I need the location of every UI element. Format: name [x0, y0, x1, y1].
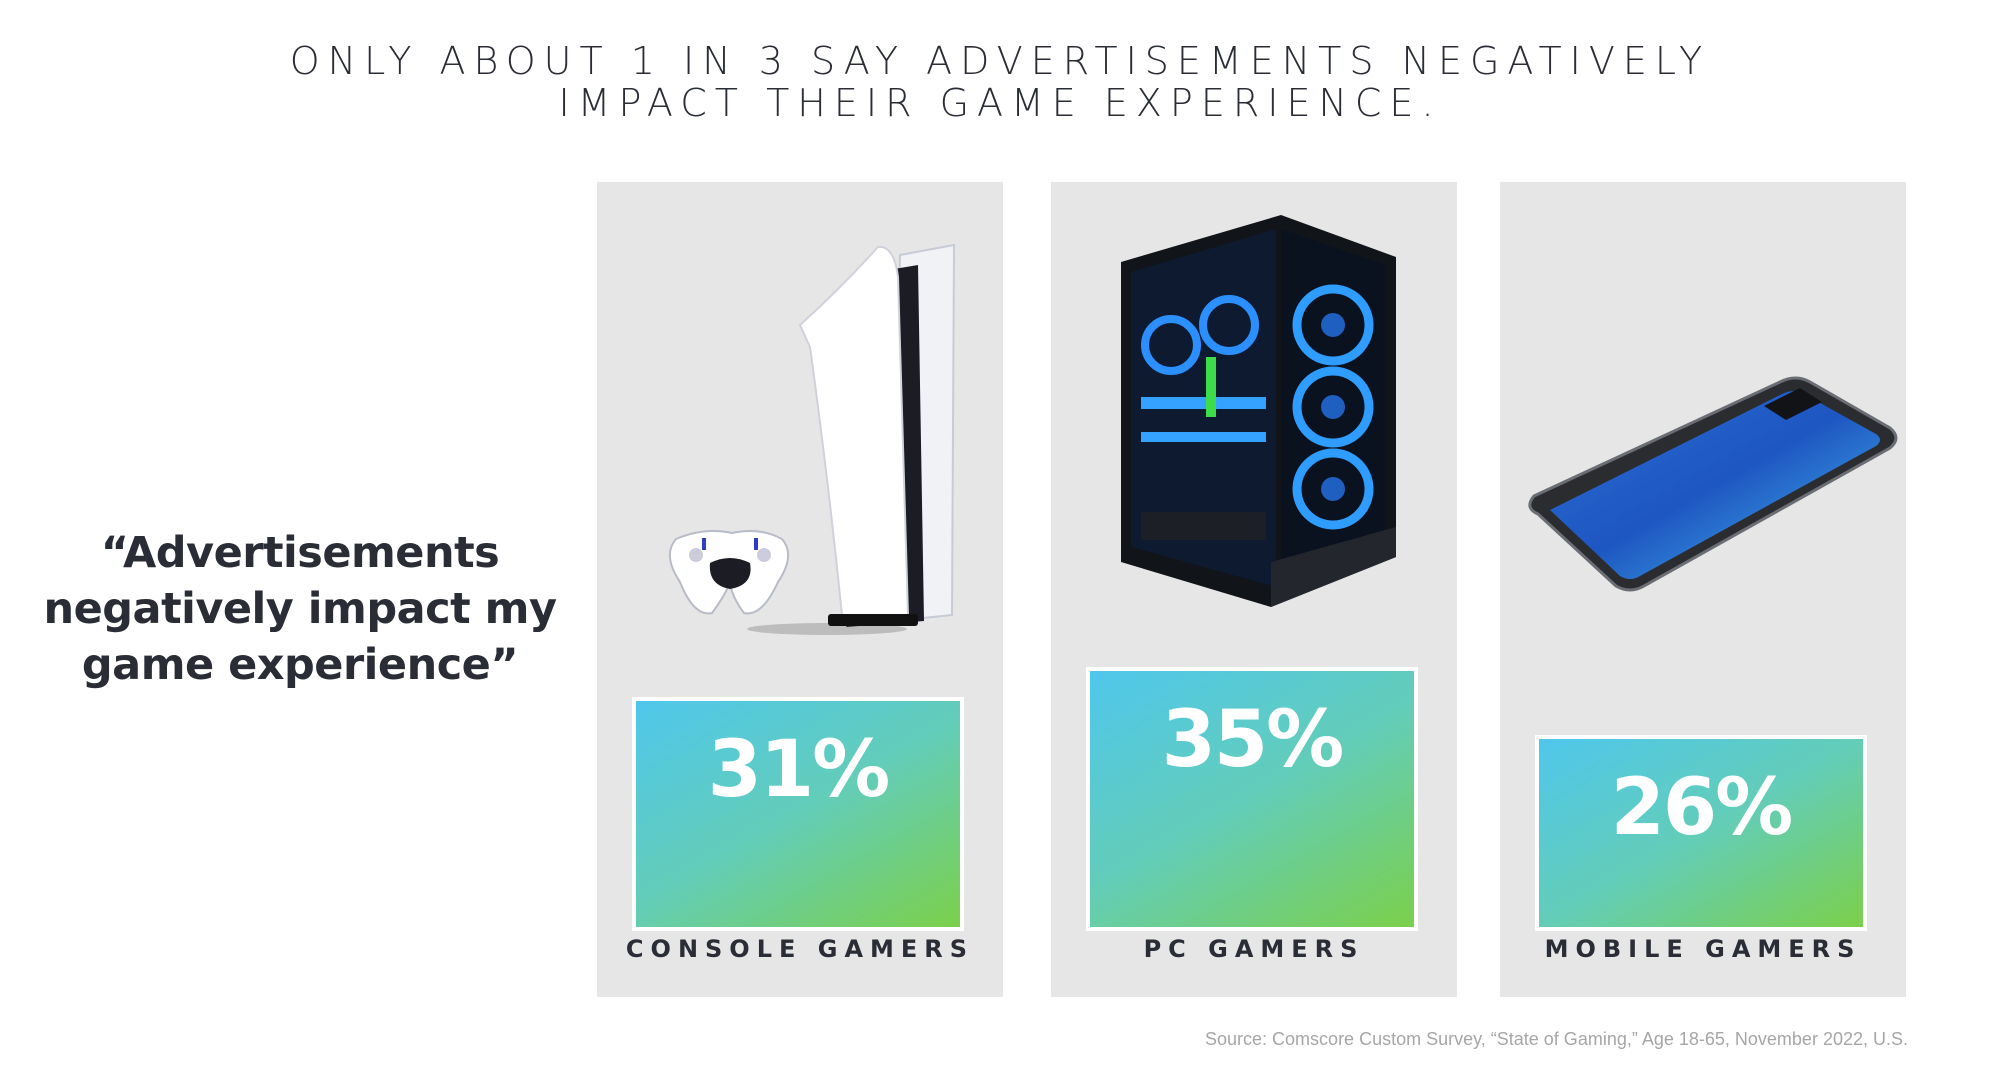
- title-line-1: ONLY ABOUT 1 IN 3 SAY ADVERTISEMENTS NEG…: [289, 39, 1711, 83]
- category-label-mobile: MOBILE GAMERS: [1544, 935, 1862, 963]
- bar-mobile: 26%: [1535, 735, 1867, 931]
- quote-line-1: “Advertisements: [100, 528, 500, 578]
- bar-value-mobile: 26%: [1610, 763, 1794, 853]
- pc-panel: 35% PC GAMERS: [1051, 182, 1457, 997]
- quote-line-3: game experience”: [81, 640, 519, 690]
- mobile-panel: 26% MOBILE GAMERS: [1500, 182, 1906, 997]
- smartphone-icon: [1528, 376, 1898, 592]
- category-label-console: CONSOLE GAMERS: [625, 935, 975, 963]
- quote-line-2: negatively impact my: [43, 584, 558, 634]
- source-note: Source: Comscore Custom Survey, “State o…: [1205, 1029, 1908, 1049]
- chart-title: ONLY ABOUT 1 IN 3 SAY ADVERTISEMENTS NEG…: [0, 40, 2000, 124]
- gaming-pc-icon: [1121, 215, 1396, 607]
- console-panel: 31% CONSOLE GAMERS: [597, 182, 1003, 997]
- bar-value-pc: 35%: [1161, 695, 1345, 785]
- bar-value-console: 31%: [707, 725, 891, 815]
- quote-text: “Advertisements negatively impact my gam…: [40, 525, 560, 693]
- title-line-2: IMPACT THEIR GAME EXPERIENCE.: [558, 81, 1442, 125]
- game-console-icon: [669, 243, 956, 635]
- bar-console: 31%: [632, 697, 964, 931]
- bar-pc: 35%: [1086, 667, 1418, 931]
- category-label-pc: PC GAMERS: [1143, 935, 1365, 963]
